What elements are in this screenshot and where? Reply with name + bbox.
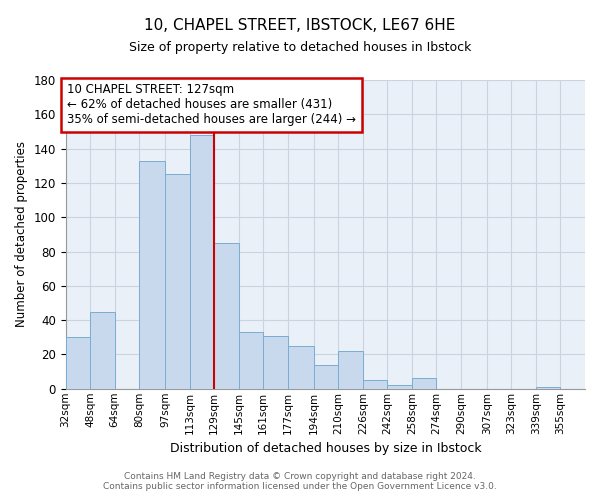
Bar [314, 364, 338, 389]
Text: Contains HM Land Registry data © Crown copyright and database right 2024.
Contai: Contains HM Land Registry data © Crown c… [103, 472, 497, 491]
Bar [190, 135, 214, 389]
Bar [388, 386, 412, 389]
X-axis label: Distribution of detached houses by size in Ibstock: Distribution of detached houses by size … [170, 442, 481, 455]
Text: 10 CHAPEL STREET: 127sqm
← 62% of detached houses are smaller (431)
35% of semi-: 10 CHAPEL STREET: 127sqm ← 62% of detach… [67, 84, 356, 126]
Bar [288, 346, 314, 389]
Bar [536, 387, 560, 389]
Bar [65, 338, 90, 389]
Y-axis label: Number of detached properties: Number of detached properties [15, 142, 28, 328]
Text: Size of property relative to detached houses in Ibstock: Size of property relative to detached ho… [129, 41, 471, 54]
Bar [165, 174, 190, 389]
Bar [214, 243, 239, 389]
Bar [338, 351, 363, 389]
Bar [263, 336, 288, 389]
Bar [139, 160, 165, 389]
Bar [363, 380, 388, 389]
Text: 10, CHAPEL STREET, IBSTOCK, LE67 6HE: 10, CHAPEL STREET, IBSTOCK, LE67 6HE [145, 18, 455, 32]
Bar [412, 378, 436, 389]
Bar [239, 332, 263, 389]
Bar [90, 312, 115, 389]
